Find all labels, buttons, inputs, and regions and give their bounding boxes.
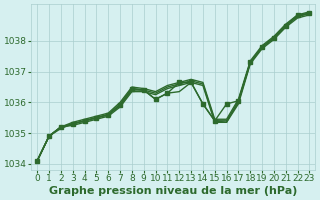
- X-axis label: Graphe pression niveau de la mer (hPa): Graphe pression niveau de la mer (hPa): [49, 186, 298, 196]
